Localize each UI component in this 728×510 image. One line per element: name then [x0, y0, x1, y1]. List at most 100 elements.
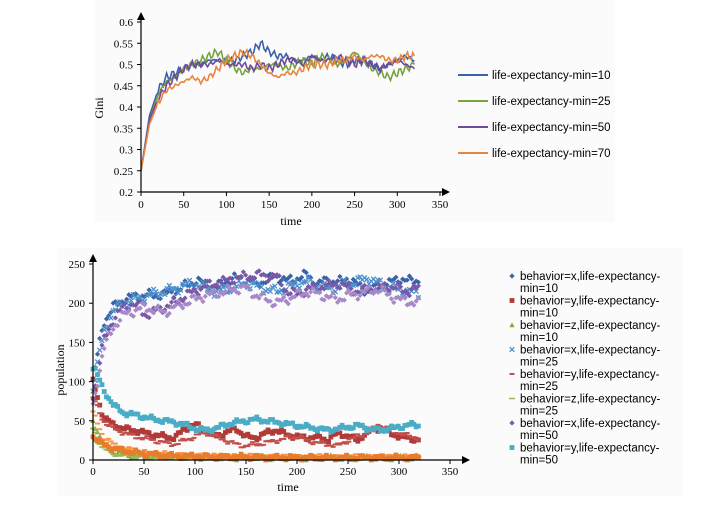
gini-legend-label-1: life-expectancy-min=10 — [492, 70, 611, 82]
population-series-10-point — [162, 309, 168, 315]
population-series-1-point — [330, 279, 336, 285]
population-series-7-point — [269, 271, 276, 277]
population-series-7-point — [146, 315, 152, 321]
population-series-10-point — [130, 313, 136, 319]
population-series-10-point — [260, 290, 267, 296]
population-series-7-point — [281, 288, 287, 294]
population-series-7-point — [227, 275, 233, 281]
population-series-8-point — [160, 420, 165, 425]
population-series-1-point — [231, 271, 237, 277]
population-series-8-point — [97, 377, 103, 383]
population-series-2-point — [231, 425, 237, 431]
population-series-7-point — [278, 282, 285, 288]
gini-series-group — [140, 39, 416, 171]
population-legend-label-5-cont: min=25 — [520, 381, 558, 393]
population-series-10-point — [341, 297, 347, 303]
population-y-tick-label: 50 — [74, 416, 86, 428]
population-series-7-point — [245, 277, 251, 283]
population-series-7-point — [191, 286, 197, 292]
population-series-11-point — [106, 444, 112, 450]
population-series-group — [90, 268, 422, 463]
population-series-1-point — [352, 279, 359, 285]
population-series-10-point — [97, 368, 103, 374]
population-series-2-point — [178, 429, 183, 435]
population-series-8-point — [101, 389, 107, 394]
population-series-8-point — [99, 382, 105, 388]
population-x-tick-label: 50 — [139, 466, 151, 478]
population-series-7-point — [388, 284, 395, 290]
population-series-1-point — [182, 278, 188, 284]
gini-axes: 0 50 100 150 200 250 300 350 0.2 0.25 0.3 0.35 0.4 0.… — [114, 12, 450, 211]
population-series-4-point — [117, 299, 123, 305]
population-series-4-point — [272, 283, 278, 289]
population-series-7-point — [202, 283, 208, 290]
population-series-7-point — [106, 326, 112, 333]
gini-legend-label-3: life-expectancy-min=50 — [492, 122, 611, 134]
population-series-8-point — [171, 419, 177, 425]
population-series-10-point — [236, 290, 242, 296]
population-series-10-point — [409, 300, 415, 306]
population-series-8-point — [229, 422, 235, 428]
population-series-11-point — [249, 456, 255, 462]
population-series-10-point — [173, 302, 179, 308]
population-series-10-point — [155, 303, 161, 309]
population-series-11-point — [119, 445, 125, 451]
population-series-7-point — [218, 279, 224, 286]
population-series-11-point — [214, 456, 219, 462]
population-series-11-point — [285, 456, 291, 461]
population-x-tick-label: 150 — [238, 466, 255, 478]
population-series-7-point — [265, 278, 271, 284]
population-series-4-point — [92, 377, 99, 384]
population-y-tick-label: 0 — [80, 455, 86, 467]
population-series-4-point — [153, 288, 159, 295]
population-series-10-point — [189, 293, 195, 300]
population-series-10-point — [330, 290, 336, 296]
population-y-tick-label: 100 — [69, 377, 86, 389]
population-series-2-point — [238, 430, 244, 436]
gini-y-tick-label: 0.2 — [119, 187, 133, 199]
population-series-10-point — [150, 310, 157, 316]
population-series-8-point — [115, 404, 121, 409]
population-series-1-point — [229, 275, 235, 282]
population-series-10-point — [157, 307, 163, 314]
population-series-10-point — [308, 289, 314, 295]
population-series-7-point — [168, 299, 175, 305]
population-series-7-point — [303, 286, 309, 293]
population-series-10-point — [117, 317, 123, 323]
population-series-1-point — [285, 275, 291, 281]
population-series-4-point — [267, 288, 274, 295]
population-series-7-point — [346, 281, 352, 287]
population-series-7-point — [321, 286, 327, 292]
population-series-4-point — [292, 278, 298, 285]
population-series-4-point — [303, 278, 309, 285]
population-series-1-point — [278, 277, 285, 283]
population-series-1-point — [254, 280, 260, 286]
population-series-10-point — [281, 294, 287, 300]
population-series-7-point — [409, 286, 415, 292]
population-series-11-point — [189, 451, 195, 457]
population-series-4-point — [96, 347, 103, 353]
population-series-10-point — [375, 289, 381, 295]
population-series-8-point — [265, 419, 271, 425]
population-series-10-point — [305, 293, 312, 299]
population-series-7-point — [285, 291, 291, 297]
population-series-2-point — [315, 431, 320, 437]
gini-y-tick-label: 0.5 — [119, 60, 133, 72]
population-series-1-point — [393, 274, 399, 280]
population-series-1-point — [350, 276, 356, 282]
population-series-2-point — [328, 434, 334, 440]
population-series-8-point — [231, 419, 237, 425]
population-series-10-point — [256, 295, 262, 301]
population-series-11-point — [144, 453, 150, 459]
population-x-tick-label: 200 — [289, 466, 306, 478]
population-series-10-point — [258, 292, 264, 298]
population-series-1-point — [263, 280, 269, 286]
population-series-10-point — [204, 289, 211, 295]
gini-legend-label-2: life-expectancy-min=25 — [492, 96, 611, 108]
population-series-10-point — [92, 390, 98, 396]
population-legend-marker-8 — [509, 445, 515, 450]
population-series-4-point — [148, 291, 155, 297]
population-legend-label-4: behavior=x,life-expectancy- — [520, 345, 660, 357]
population-series-8-point — [386, 426, 392, 432]
population-legend-label-2: behavior=y,life-expectancy- — [520, 296, 660, 308]
